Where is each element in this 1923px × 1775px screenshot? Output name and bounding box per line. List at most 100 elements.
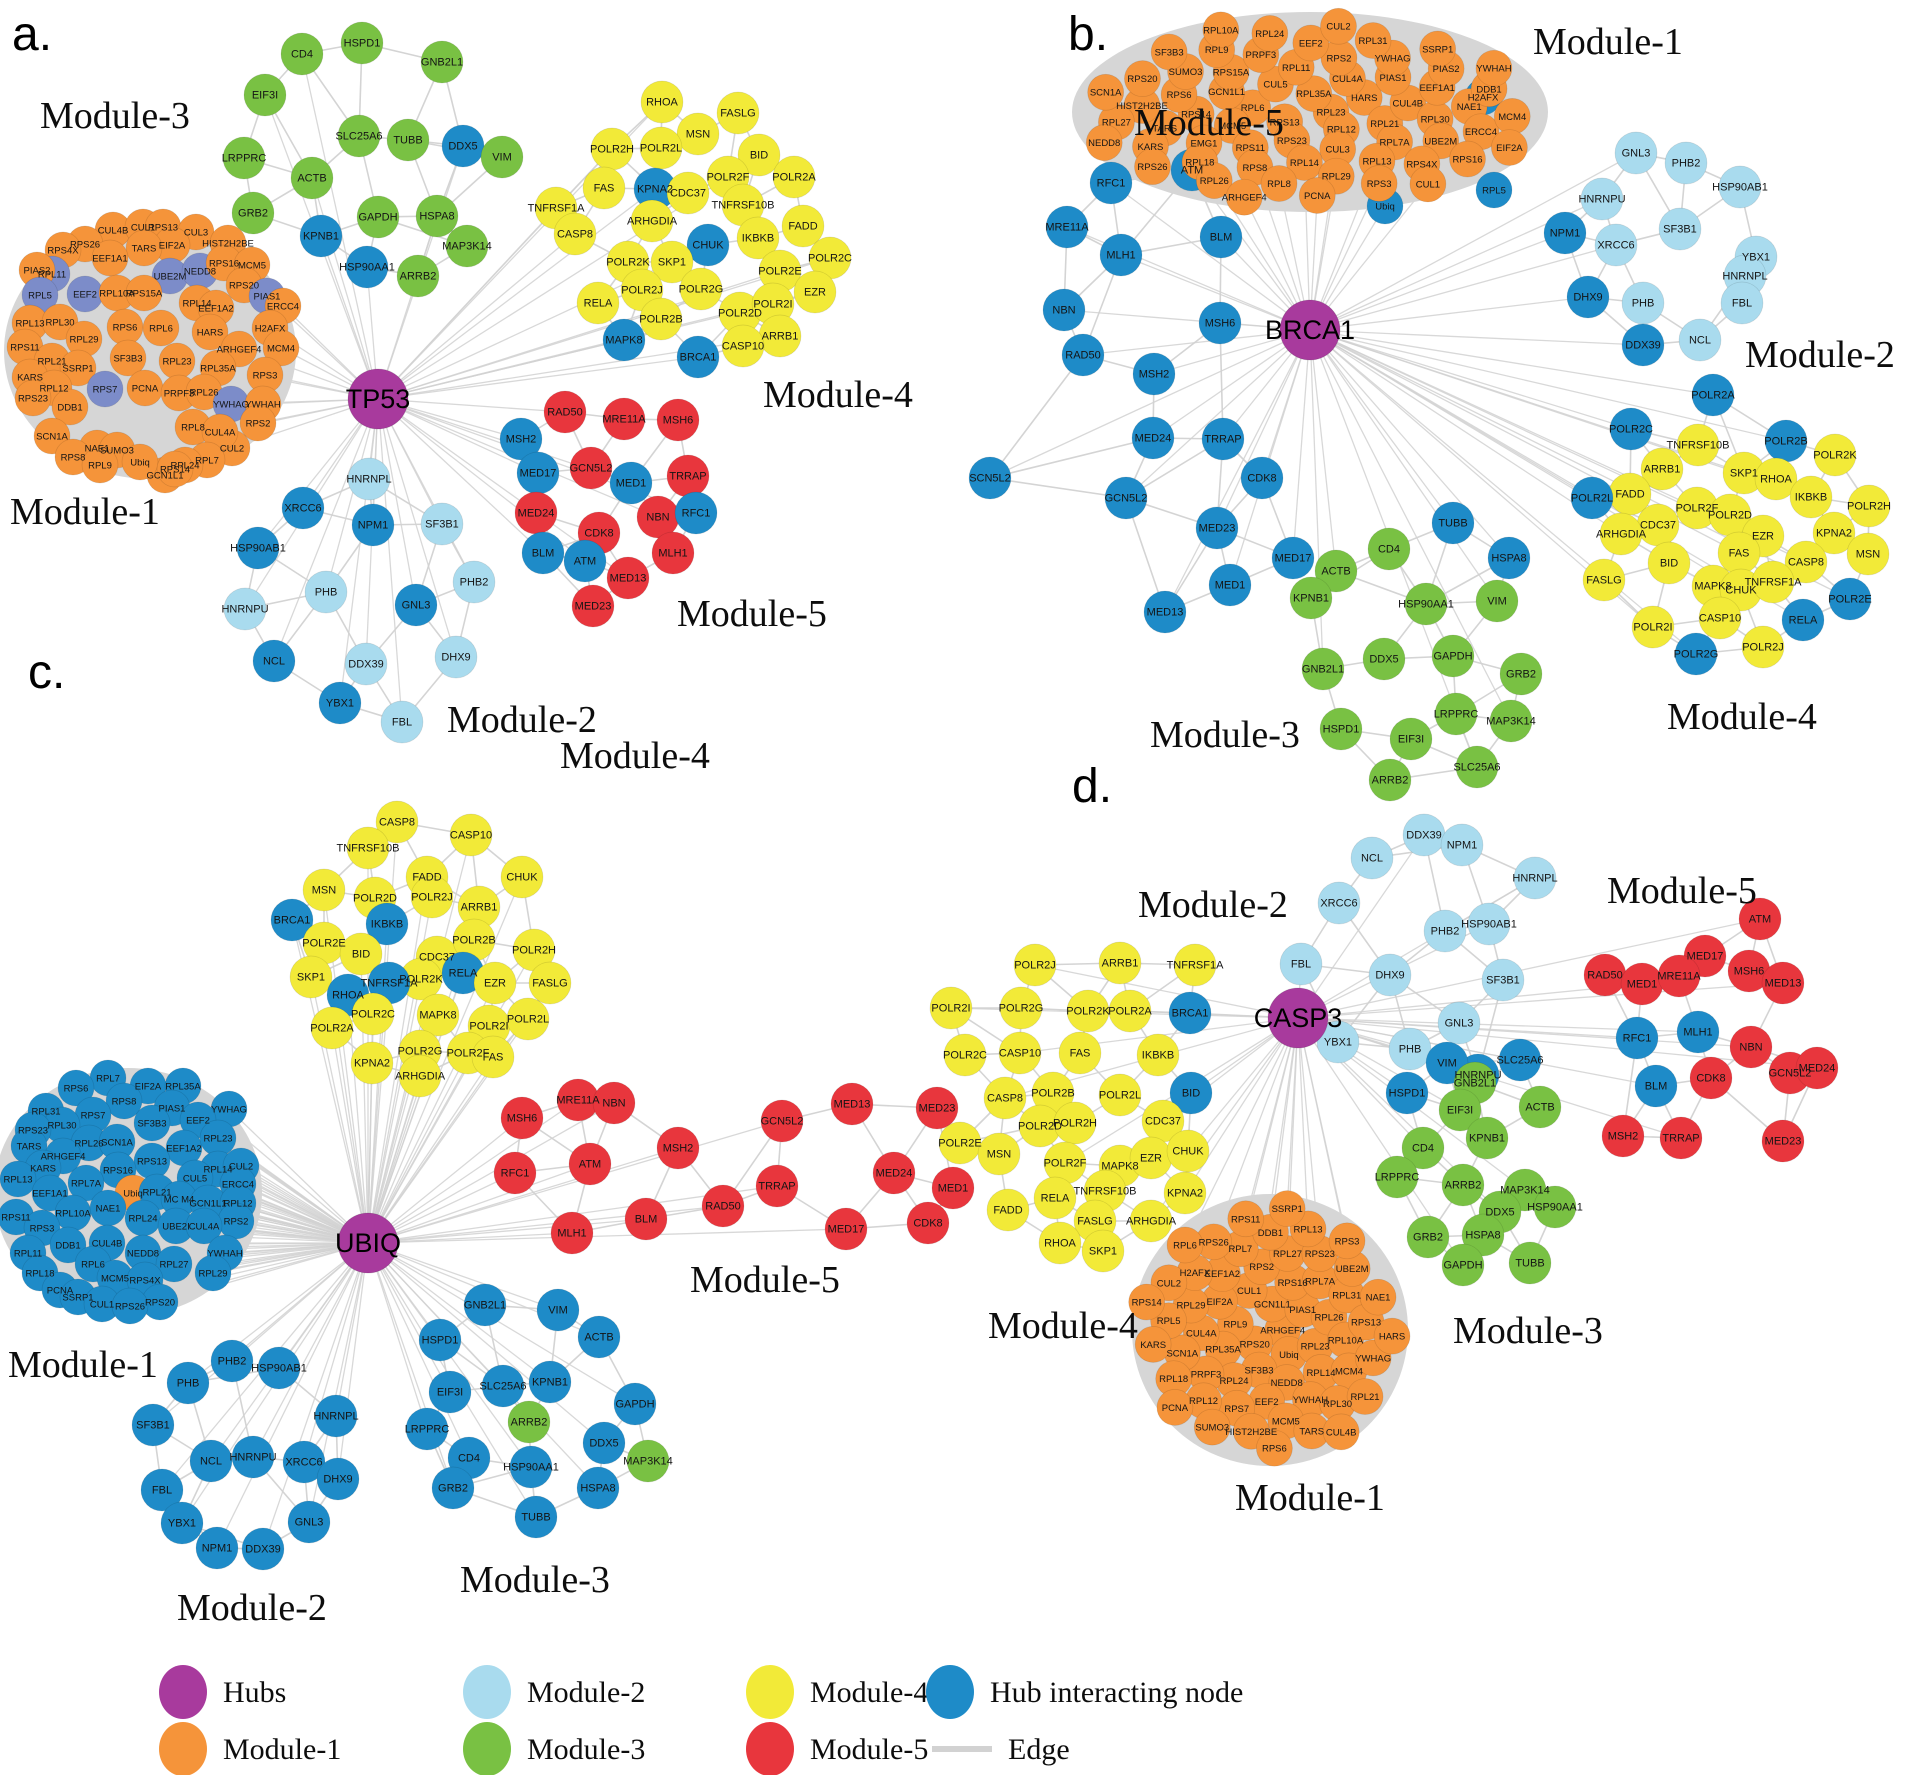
node-label-HNRNPL: HNRNPL [1512,873,1557,885]
node-label-PHB2: PHB2 [460,577,489,589]
node-label-RPL24: RPL24 [128,1214,157,1225]
node-NCL [1678,318,1722,362]
module-name-label: Module-5 [677,593,827,635]
node-label-RPL14: RPL14 [182,299,211,310]
node-label-TNFRSF1A: TNFRSF1A [1745,577,1803,589]
node-label-CASP8: CASP8 [379,817,415,829]
hub-edge [367,1102,615,1244]
node-label-POLR2J: POLR2J [411,892,453,904]
node-label-MED1: MED1 [938,1183,969,1195]
node-SKP1 [1081,1229,1125,1273]
hub-edge [377,339,625,400]
node-label-RPL6: RPL6 [81,1260,105,1271]
hub-edge [1164,329,1311,613]
node-label-ATM: ATM [574,556,596,568]
node-ARHGDIA [1129,1199,1173,1243]
panel-letter-b: b. [1068,8,1108,61]
node-FBL [140,1468,184,1512]
hub-edge [377,207,557,400]
node-label-ATM: ATM [1181,165,1203,177]
node-RPL26 [1195,162,1233,199]
node-RPS3 [1328,1222,1366,1260]
node-label-TRRAP: TRRAP [1662,1133,1699,1145]
hub-edge [1309,232,1566,331]
node-label-CUL2: CUL2 [220,444,244,455]
hub-edge [1297,877,1536,1019]
node-label-SLC25A6: SLC25A6 [335,131,382,143]
node-label-KPNB1: KPNB1 [532,1377,568,1389]
node-HNRNPU [1580,177,1624,221]
node-BID [737,133,781,177]
node-POLR2L [506,997,550,1041]
node-FBL [1279,942,1323,986]
node-GCN5L2 [1104,476,1148,520]
node-label-RPS6: RPS6 [1167,90,1192,101]
node-SF3B3 [133,1104,171,1142]
node-label-YWHAH: YWHAH [1293,1395,1329,1406]
hub-edge [367,1052,469,1244]
hub-edge [262,1242,369,1550]
node-HSPD1 [418,1318,462,1362]
node-label-RPS26: RPS26 [115,1302,145,1313]
node-label-RELA: RELA [449,968,478,980]
node-label-RPS13: RPS13 [1351,1318,1381,1329]
node-label-TNFRSF1A: TNFRSF1A [528,203,586,215]
legend-label: Module-5 [810,1733,928,1766]
node-label-HSP90AA1: HSP90AA1 [339,262,395,274]
node-label-POLR2A: POLR2A [772,172,816,184]
hub-edge [1309,244,1617,331]
node-label-RPL30: RPL30 [1421,115,1450,126]
node-label-MRE11A: MRE11A [556,1095,600,1107]
node-MSH2 [656,1126,700,1170]
node-label-RPL31: RPL31 [1332,1291,1361,1302]
node-MSH2 [1132,352,1176,396]
module-name-label: Module-2 [1745,334,1895,376]
module-name-label: Module-3 [1150,714,1300,756]
node-label-POLR2B: POLR2B [452,935,495,947]
node-label-CUL1: CUL1 [90,1300,114,1311]
node-MLH1 [1099,233,1143,277]
node-PHB [166,1361,210,1405]
node-GNL3 [1437,1001,1481,1045]
node-POLR2A [1691,373,1735,417]
node-label-EIF3I: EIF3I [1398,734,1424,746]
node-GRB2 [231,191,275,235]
node-ARRB1 [1640,447,1684,491]
node-TUBB [386,118,430,162]
node-label-POLR2H: POLR2H [512,945,556,957]
node-KPNA2 [1812,511,1856,555]
node-DHX9 [1368,953,1412,997]
node-label-GNL3: GNL3 [1445,1018,1474,1030]
node-HNRNPL [347,457,391,501]
node-label-BID: BID [352,949,370,961]
node-label-RPS13: RPS13 [137,1157,167,1168]
node-label-IKBKB: IKBKB [371,919,403,931]
node-label-GNB2L1: GNB2L1 [421,57,463,69]
node-label-RPL26: RPL26 [1200,176,1229,187]
node-NCL [1350,836,1394,880]
node-label-MED13: MED13 [1765,978,1802,990]
node-label-GRB2: GRB2 [1413,1232,1443,1244]
node-label-EZR: EZR [1140,1153,1162,1165]
node-label-PHB: PHB [1399,1044,1422,1056]
node-KPNB1 [1289,576,1333,620]
node-TRRAP [755,1164,799,1208]
legend-label: Module-2 [527,1676,645,1709]
node-TNFRSF10B [346,826,390,870]
node-label-DDX39: DDX39 [348,659,383,671]
hub-node-TP53 [347,368,409,430]
node-label-POLR2E: POLR2E [758,266,801,278]
hub-edge [367,1062,373,1244]
node-label-SF3B3: SF3B3 [1155,47,1184,58]
node-ACTB [1314,549,1358,593]
node-label-GNB2L1: GNB2L1 [464,1300,506,1312]
node-label-RPL35A: RPL35A [1296,89,1332,100]
legend-label: Edge [1008,1733,1070,1766]
node-HSP90AA1 [509,1445,553,1489]
hub-edge [1309,183,1429,331]
node-label-CDC37: CDC37 [419,952,455,964]
node-label-MED23: MED23 [1199,523,1236,535]
node-label-MSN: MSN [987,1149,1012,1161]
node-label-CUL1: CUL1 [1416,179,1440,190]
node-MED13 [606,556,650,600]
